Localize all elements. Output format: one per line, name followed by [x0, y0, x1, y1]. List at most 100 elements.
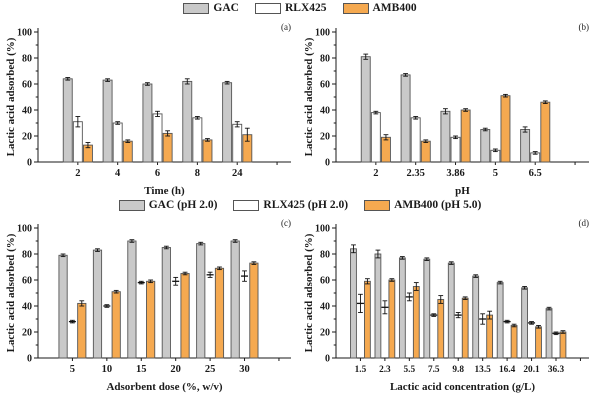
bar-d-amb400-20.1: [535, 326, 542, 359]
legend-middle: GAC (pH 2.0) RLX425 (pH 2.0) AMB400 (pH 5.…: [0, 199, 600, 212]
y-tick-label: 0: [325, 354, 330, 365]
x-tick-label: 5.5: [404, 365, 416, 375]
x-tick-label: 16.4: [499, 365, 516, 375]
bar-b-gac-3.86: [440, 110, 451, 163]
bar-d-gac-20.1: [521, 287, 528, 359]
legend-label: AMB400: [372, 2, 417, 14]
y-tick-label: 100: [315, 28, 330, 39]
x-tick-label: 36.3: [548, 365, 565, 375]
bar-a-gac-6: [142, 83, 153, 163]
y-tick-label: 100: [17, 28, 32, 39]
x-tick-label: 6.5: [529, 168, 542, 179]
x-tick-label: 7.5: [428, 365, 440, 375]
x-tick-label: 24: [232, 168, 243, 179]
y-tick-label: 40: [320, 302, 330, 313]
x-tick-label: 15: [136, 364, 147, 375]
x-tick-label: 25: [205, 364, 216, 375]
y-tick-label: 0: [27, 158, 32, 169]
x-tick-label: 5: [493, 168, 498, 179]
x-tick-label: 3.86: [446, 168, 464, 179]
bar-b-rlx425-3.86: [450, 136, 461, 163]
legend-item-amb400: AMB400: [342, 2, 417, 15]
legend-label: RLX425: [284, 2, 327, 14]
legend-item-rlx425: RLX425: [254, 2, 327, 15]
bar-b-rlx425-2: [370, 112, 381, 163]
bar-d-amb400-1.5: [364, 280, 371, 359]
y-tick-label: 80: [320, 250, 330, 261]
x-tick-label: 13.5: [475, 365, 492, 375]
bar-d-gac-1.5: [350, 248, 357, 359]
y-tick-label: 20: [320, 328, 330, 339]
chart-svg-d: 0 20 40 60 80 100 1.5 2.3 5.5 7.5 9.8 13.5 16.4 20.1 3…: [303, 218, 590, 393]
bar-b-amb400-2: [380, 136, 391, 163]
bar-a-amb400-4: [122, 140, 133, 163]
x-axis-title: Adsorbent dose (%, w/v): [106, 381, 222, 393]
bar-d-gac-2.3: [374, 253, 382, 359]
y-tick-label: 40: [22, 302, 32, 313]
x-tick-label: 4: [115, 168, 121, 179]
bar-c-amb400-25: [214, 267, 225, 359]
x-axis-title: Time (h): [144, 185, 185, 197]
chart-time: 0 20 40 60 80 100 2 4 6 8 24 Time (h) Lactic acid ad…: [5, 20, 297, 205]
chart-svg-c: 0 20 40 60 80 100 5 10 15 20 25 30 Adsorbent dose (%…: [5, 218, 291, 393]
bar-d-gac-16.4: [496, 282, 504, 359]
bar-a-rlx425-8: [192, 117, 203, 163]
chart-concentration: 0 20 40 60 80 100 1.5 2.3 5.5 7.5 9.8 13.5 16.4 20.1 3…: [303, 216, 595, 401]
x-tick-label: 2.3: [379, 365, 391, 375]
legend-item-amb400-ph-5-0: AMB400 (pH 5.0): [364, 199, 482, 212]
chart-dose: 0 20 40 60 80 100 5 10 15 20 25 30 Adsorbent dose (%…: [5, 216, 297, 401]
legend-swatch-icon: [364, 200, 391, 212]
bar-b-gac-5: [480, 129, 491, 163]
bar-c-gac-30: [230, 240, 240, 359]
panel-letter: (d): [579, 218, 590, 228]
legend-label: GAC: [213, 2, 239, 14]
y-tick-label: 100: [315, 224, 330, 235]
y-tick-label: 20: [22, 132, 32, 143]
bar-d-gac-7.5: [423, 258, 431, 359]
x-tick-label: 30: [239, 364, 250, 375]
legend-label: AMB400 (pH 5.0): [394, 199, 482, 211]
bar-d-amb400-16.4: [510, 325, 518, 359]
chart-svg-b: 0 20 40 60 80 100 2 2.35 3.86 5 6.5 pH Lactic acid a…: [303, 22, 589, 197]
bar-a-amb400-8: [202, 139, 213, 163]
bar-b-amb400-2.35: [420, 140, 431, 163]
bar-c-gac-15: [127, 240, 137, 359]
x-tick-label: 2: [75, 168, 80, 179]
bar-d-gac-36.3: [545, 308, 553, 359]
bar-a-rlx425-2: [72, 121, 83, 163]
bar-c-amb400-15: [146, 280, 156, 359]
bar-d-amb400-9.8: [461, 297, 469, 359]
y-axis-title: Lactic acid adsorbed (%): [303, 233, 315, 352]
x-tick-label: 2: [373, 168, 378, 179]
y-tick-label: 40: [22, 106, 32, 117]
legend-swatch-icon: [183, 3, 210, 15]
y-tick-label: 0: [325, 158, 330, 169]
legend-item-rlx425-ph-2-0: RLX425 (pH 2.0): [233, 199, 349, 212]
y-tick-label: 60: [22, 80, 32, 91]
x-tick-label: 10: [102, 364, 113, 375]
x-tick-label: 8: [195, 168, 200, 179]
bar-d-amb400-7.5: [437, 299, 445, 359]
x-tick-label: 20.1: [523, 365, 540, 375]
bar-b-gac-6.5: [520, 129, 531, 163]
x-axis-title: pH: [455, 185, 470, 197]
y-tick-label: 80: [22, 250, 32, 261]
y-axis-title: Lactic acid adsorbed (%): [5, 233, 17, 352]
bar-d-gac-5.5: [398, 257, 406, 359]
bar-a-gac-24: [222, 82, 233, 163]
y-tick-label: 60: [22, 276, 32, 287]
legend-swatch-icon: [342, 3, 369, 15]
bar-c-gac-25: [196, 243, 206, 359]
bar-b-amb400-3.86: [460, 109, 471, 163]
x-tick-label: 5: [70, 364, 75, 375]
bar-c-amb400-30: [249, 262, 259, 359]
y-axis-title: Lactic acid adsorbed (%): [5, 37, 17, 156]
legend-swatch-icon: [118, 200, 145, 212]
bar-a-rlx425-4: [112, 122, 123, 163]
legend-swatch-icon: [233, 200, 260, 212]
legend-label: RLX425 (pH 2.0): [263, 199, 349, 211]
legend-item-gac-ph-2-0: GAC (pH 2.0): [118, 199, 217, 212]
bar-d-amb400-13.5: [486, 314, 494, 359]
bar-b-rlx425-5: [490, 149, 501, 163]
